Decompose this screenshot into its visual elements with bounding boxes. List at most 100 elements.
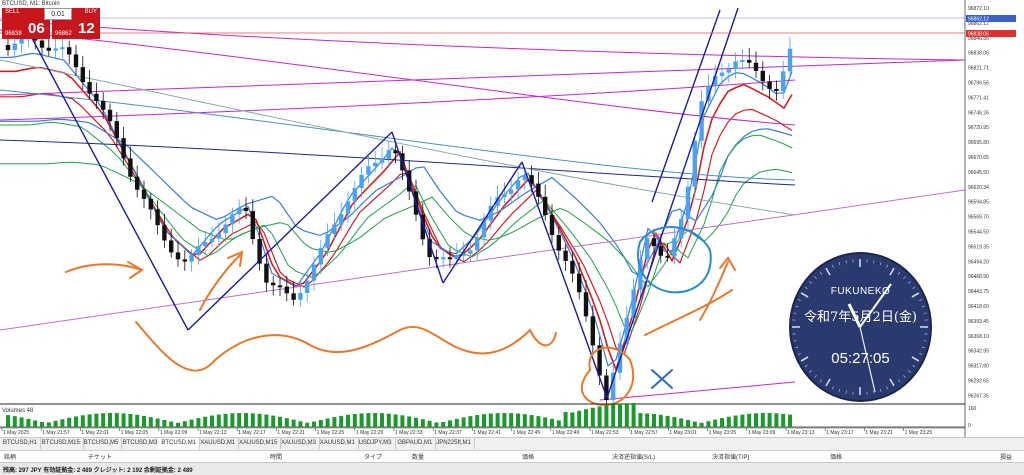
price-tick-label: 96443.75 xyxy=(968,289,989,295)
volume-bar xyxy=(428,421,432,427)
column-header[interactable]: タイプ xyxy=(364,452,382,461)
volume-bar xyxy=(169,422,173,427)
price-tick-label: 96872.10 xyxy=(968,6,989,12)
volume-bar xyxy=(339,416,343,427)
volume-bar xyxy=(645,413,649,427)
volume-bar xyxy=(455,419,459,427)
time-tick-label: 1 May 22:17 xyxy=(238,430,266,436)
chart-tab[interactable]: USDJPY,M3 xyxy=(356,438,396,449)
volume-bar xyxy=(577,411,581,427)
clock-tick xyxy=(924,341,927,342)
price-tag-label: 96838.06 xyxy=(968,32,989,38)
clock-tick xyxy=(898,272,900,274)
bear-candle xyxy=(67,47,71,54)
volume-bar xyxy=(108,413,112,427)
chart-title: BTCUSD, M1: Bitcoin xyxy=(2,1,60,7)
volume-bar xyxy=(781,414,785,427)
one-click-trade-panel: BTCUSD, M1: Bitcoin SELL 96838 06 BUY 96… xyxy=(0,0,104,40)
volume-bar xyxy=(33,420,37,427)
bull-candle xyxy=(353,188,357,201)
volume-bar xyxy=(557,420,561,427)
column-header[interactable]: 銘柄 xyxy=(4,452,16,461)
bear-candle xyxy=(557,235,561,251)
volume-bar xyxy=(312,422,316,427)
time-tick-label: 1 May 23:01 xyxy=(669,430,697,436)
column-header[interactable]: 価格 xyxy=(522,452,534,461)
bull-candle xyxy=(645,238,649,259)
column-header[interactable]: 時間 xyxy=(270,452,282,461)
volume-bar xyxy=(543,417,547,427)
clock-tick xyxy=(903,375,905,377)
chart-tab[interactable]: XAUUSD,M1 xyxy=(197,438,239,449)
clock-tick xyxy=(820,380,822,382)
volume-bar xyxy=(88,414,92,427)
chart-tab[interactable]: BTCUSD,M3 xyxy=(120,438,162,449)
bull-candle xyxy=(502,194,506,197)
column-header[interactable]: 損益 xyxy=(1000,452,1012,461)
volume-bar xyxy=(346,415,350,427)
volume-bar xyxy=(625,403,629,427)
column-header[interactable]: 数量 xyxy=(412,452,424,461)
bear-candle xyxy=(285,287,289,294)
volume-bar xyxy=(768,413,772,427)
volume-bar xyxy=(298,421,302,427)
clock-tick xyxy=(898,380,900,382)
volume-bar xyxy=(604,405,608,427)
sell-button[interactable]: SELL 96838 06 xyxy=(2,8,50,39)
chart-tab[interactable]: XAUUSD,M1 xyxy=(317,438,359,449)
volume-bar xyxy=(60,419,64,427)
time-tick-label: 1 May 22:21 xyxy=(277,430,305,436)
clock-tick xyxy=(809,370,811,372)
clock-tick xyxy=(832,265,833,268)
bull-candle xyxy=(373,163,377,166)
clock-tick xyxy=(890,268,894,275)
lot-size-input[interactable]: 0.01 xyxy=(44,8,72,20)
volume-bar xyxy=(468,416,472,427)
chart-tab[interactable]: BTCUSD,H1 xyxy=(0,438,41,449)
volume-bar xyxy=(292,420,296,427)
clock-tick xyxy=(814,276,816,278)
clock-tick xyxy=(890,379,894,386)
clock-tick xyxy=(919,299,922,300)
bull-candle xyxy=(740,60,744,62)
bull-candle xyxy=(733,61,737,69)
time-tick-label: 1 May 22:49 xyxy=(552,430,580,436)
chart-tab[interactable]: XAUUSD,M15 xyxy=(236,438,281,449)
bull-candle xyxy=(672,238,676,256)
column-header[interactable]: 決済逆指値(S/L) xyxy=(612,452,655,461)
bull-candle xyxy=(475,237,479,250)
chart-tab[interactable]: BTCUSD,M5 xyxy=(81,438,123,449)
chart-tab[interactable]: GBPAUD,M1 xyxy=(394,438,436,449)
price-tick-label: 96746.26 xyxy=(968,110,989,116)
chart-tab[interactable]: XAUUSD,M3 xyxy=(278,438,320,449)
volume-bar xyxy=(496,413,500,427)
time-tick-label: 1 May 22:09 xyxy=(160,430,188,436)
bear-candle xyxy=(767,81,771,89)
volume-bar xyxy=(734,416,738,427)
volume-bar xyxy=(611,404,615,427)
chart-tab[interactable]: JPN225ft,M1 xyxy=(433,438,475,449)
clock-tick xyxy=(809,281,811,283)
clock-tick xyxy=(922,347,925,348)
column-header[interactable]: 価格 xyxy=(830,452,842,461)
column-header[interactable]: チケット xyxy=(88,452,112,461)
bear-candle xyxy=(169,240,173,252)
chart-tab[interactable]: BTCUSD,M1 xyxy=(158,438,200,449)
volume-bar xyxy=(115,413,119,427)
bear-candle xyxy=(108,110,112,121)
chart-tab[interactable]: BTCUSD,M15 xyxy=(39,438,84,449)
time-tick-label: 1 May 23:05 xyxy=(709,430,737,436)
column-header[interactable]: 決済指値(T/P) xyxy=(712,452,749,461)
volume-bar xyxy=(135,415,139,427)
time-tick-label: 1 May 22:41 xyxy=(473,430,501,436)
volume-bar xyxy=(156,418,160,427)
bear-candle xyxy=(183,259,187,261)
clock-tick xyxy=(880,262,881,265)
bear-candle xyxy=(278,285,282,287)
volume-bar xyxy=(244,413,248,427)
bear-candle xyxy=(550,215,554,235)
clock-tick xyxy=(886,265,887,268)
volume-bar xyxy=(761,413,765,427)
price-tick-label: 96494.20 xyxy=(968,259,989,265)
buy-price-big: 12 xyxy=(78,20,95,37)
